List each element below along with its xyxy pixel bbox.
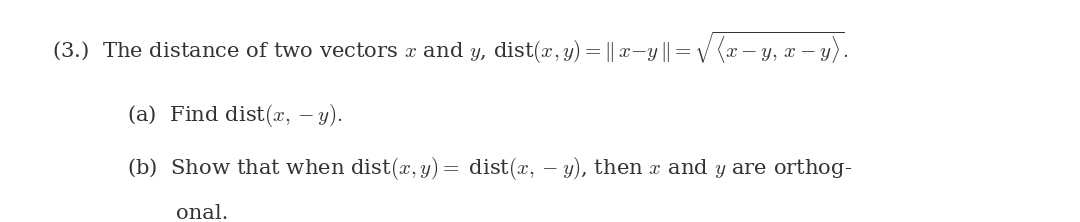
Text: (a)  Find dist$(x, -y).$: (a) Find dist$(x, -y).$ (127, 102, 343, 129)
Text: onal.: onal. (176, 204, 228, 222)
Text: (b)  Show that when dist$(x, y) = $ dist$(x, -y)$, then $x$ and $y$ are orthog-: (b) Show that when dist$(x, y) = $ dist$… (127, 155, 853, 182)
Text: (3.)  The distance of two vectors $x$ and $y$, dist$(x, y) =\|\, x{-}y\,\|= \sqr: (3.) The distance of two vectors $x$ and… (52, 29, 849, 66)
